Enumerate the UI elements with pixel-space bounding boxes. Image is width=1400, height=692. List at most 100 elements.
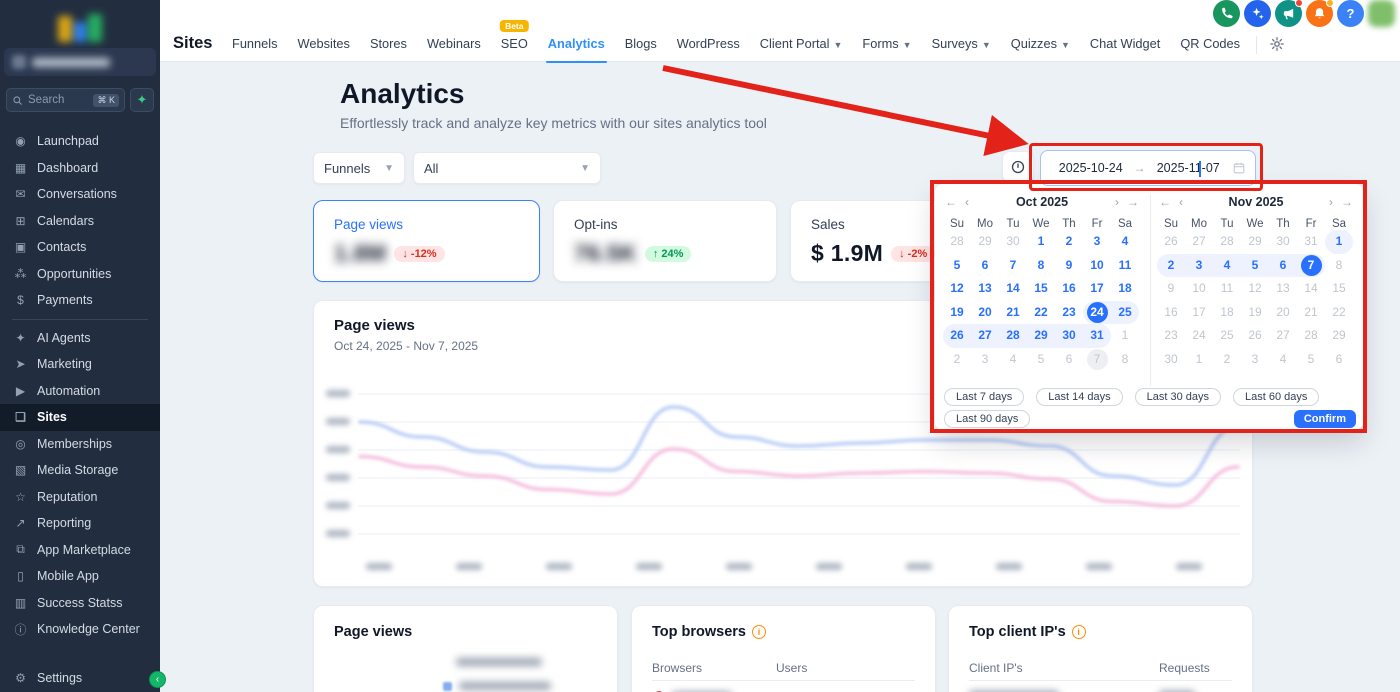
- sidebar-item-success-statss[interactable]: ▥ Success Statss: [0, 590, 160, 617]
- calendar-day[interactable]: 31: [1297, 230, 1325, 254]
- sidebar-item-knowledge-center[interactable]: ⓘ Knowledge Center: [0, 616, 160, 643]
- calendar-day[interactable]: 16: [1055, 277, 1083, 301]
- calendar-day[interactable]: 6: [1269, 253, 1297, 277]
- sidebar-item-settings[interactable]: ⚙ Settings: [0, 665, 160, 692]
- tab-websites[interactable]: Websites: [288, 28, 360, 65]
- quick-range-button[interactable]: Last 14 days: [1036, 388, 1123, 406]
- calendar-day[interactable]: 18: [1111, 277, 1139, 301]
- prev-month-arrow-icon[interactable]: ‹: [965, 195, 969, 209]
- sidebar-item-reputation[interactable]: ☆ Reputation: [0, 484, 160, 511]
- metric-card-page-views[interactable]: Page views 1.8M ↓ -12%: [313, 200, 540, 282]
- tab-webinars[interactable]: Webinars: [417, 28, 491, 65]
- quick-range-button[interactable]: Last 60 days: [1233, 388, 1320, 406]
- calendar-day[interactable]: 6: [971, 254, 999, 278]
- tab-funnels[interactable]: Funnels: [222, 28, 288, 65]
- tab-qr-codes[interactable]: QR Codes: [1170, 28, 1250, 65]
- megaphone-icon[interactable]: [1275, 0, 1303, 27]
- sidebar-item-conversations[interactable]: ✉ Conversations: [0, 181, 160, 208]
- calendar-day[interactable]: 14: [1297, 277, 1325, 301]
- help-icon[interactable]: ?: [1337, 0, 1364, 27]
- calendar-day[interactable]: 27: [971, 324, 999, 348]
- sidebar-collapse-toggle[interactable]: ‹: [149, 671, 166, 688]
- prev-month-arrow-icon[interactable]: ‹: [1179, 195, 1183, 209]
- sidebar-item-media-storage[interactable]: ▧ Media Storage: [0, 457, 160, 484]
- info-icon[interactable]: i: [1071, 625, 1086, 639]
- sidebar-item-memberships[interactable]: ◎ Memberships: [0, 431, 160, 458]
- calendar-day[interactable]: 2: [1157, 253, 1185, 277]
- quick-actions-button[interactable]: ✦: [130, 88, 154, 112]
- calendar-day[interactable]: 13: [971, 277, 999, 301]
- tab-seo[interactable]: Beta SEO: [491, 20, 538, 65]
- ai-sparkle-icon[interactable]: [1244, 0, 1271, 27]
- calendar-day[interactable]: 8: [1325, 254, 1353, 278]
- next-year-arrow-icon[interactable]: →: [1127, 195, 1139, 209]
- calendar-day[interactable]: 16: [1157, 301, 1185, 325]
- tab-blogs[interactable]: Blogs: [615, 28, 667, 65]
- calendar-day[interactable]: 22: [1325, 301, 1353, 325]
- sidebar-item-dashboard[interactable]: ▦ Dashboard: [0, 155, 160, 182]
- quick-range-button[interactable]: Last 90 days: [944, 410, 1031, 428]
- sidebar-item-marketing[interactable]: ➤ Marketing: [0, 351, 160, 378]
- prev-year-arrow-icon[interactable]: ←: [1159, 195, 1171, 209]
- calendar-day[interactable]: 24: [1185, 324, 1213, 348]
- calendar-day[interactable]: 4: [1111, 230, 1139, 254]
- calendar-day[interactable]: 28: [999, 324, 1027, 348]
- calendar-day[interactable]: 27: [1185, 230, 1213, 254]
- user-avatar[interactable]: [1368, 0, 1395, 27]
- calendar-day[interactable]: 29: [971, 230, 999, 254]
- calendar-day[interactable]: 12: [943, 277, 971, 301]
- calendar-day[interactable]: 5: [1241, 253, 1269, 277]
- sidebar-item-sites[interactable]: ❏ Sites: [0, 404, 160, 431]
- calendar-day[interactable]: 6: [1325, 348, 1353, 372]
- calendar-day[interactable]: 8: [1111, 348, 1139, 372]
- calendar-day[interactable]: 1: [1185, 348, 1213, 372]
- next-month-arrow-icon[interactable]: ›: [1329, 195, 1333, 209]
- calendar-day[interactable]: 2: [943, 348, 971, 372]
- calendar-day[interactable]: 26: [1157, 230, 1185, 254]
- calendar-day[interactable]: 7: [1297, 253, 1325, 277]
- tab-forms[interactable]: Forms ▼: [852, 28, 921, 65]
- calendar-day[interactable]: 10: [1083, 254, 1111, 278]
- calendar-day[interactable]: 3: [1083, 230, 1111, 254]
- tab-stores[interactable]: Stores: [360, 28, 417, 65]
- confirm-button[interactable]: Confirm: [1293, 410, 1356, 428]
- calendar-day[interactable]: 13: [1269, 277, 1297, 301]
- calendar-day[interactable]: 29: [1241, 230, 1269, 254]
- search-input[interactable]: Search ⌘ K: [6, 88, 125, 112]
- calendar-day[interactable]: 30: [1157, 348, 1185, 372]
- calendar-day[interactable]: 3: [971, 348, 999, 372]
- calendar-day[interactable]: 7: [1083, 348, 1111, 372]
- sidebar-item-app-marketplace[interactable]: ⧉ App Marketplace: [0, 537, 160, 564]
- settings-gear-icon[interactable]: [1263, 28, 1291, 65]
- next-year-arrow-icon[interactable]: →: [1341, 195, 1353, 209]
- calendar-day[interactable]: 5: [1027, 348, 1055, 372]
- sidebar-item-mobile-app[interactable]: ▯ Mobile App: [0, 563, 160, 590]
- sidebar-item-contacts[interactable]: ▣ Contacts: [0, 234, 160, 261]
- sidebar-item-launchpad[interactable]: ◉ Launchpad: [0, 128, 160, 155]
- calendar-day[interactable]: 10: [1185, 277, 1213, 301]
- quick-range-button[interactable]: Last 30 days: [1134, 388, 1222, 406]
- calendar-day[interactable]: 27: [1269, 324, 1297, 348]
- calendar-day[interactable]: 1: [1325, 230, 1353, 254]
- calendar-day[interactable]: 11: [1213, 277, 1241, 301]
- date-range-input[interactable]: 2025-10-24 → 2025-11-07: [1040, 150, 1256, 186]
- calendar-day[interactable]: 17: [1083, 277, 1111, 301]
- tab-wordpress[interactable]: WordPress: [667, 28, 750, 65]
- date-end-value[interactable]: 2025-11-07: [1156, 161, 1220, 175]
- calendar-day[interactable]: 9: [1055, 254, 1083, 278]
- calendar-day[interactable]: 26: [943, 324, 971, 348]
- calendar-day[interactable]: 11: [1111, 254, 1139, 278]
- metric-card-opt-ins[interactable]: Opt-ins 76.5K ↑ 24%: [553, 200, 777, 282]
- date-start-value[interactable]: 2025-10-24: [1058, 161, 1123, 175]
- calendar-day[interactable]: 12: [1241, 277, 1269, 301]
- phone-icon[interactable]: [1213, 0, 1240, 27]
- calendar-day[interactable]: 28: [1297, 324, 1325, 348]
- calendar-day[interactable]: 30: [999, 230, 1027, 254]
- calendar-day[interactable]: 15: [1027, 277, 1055, 301]
- calendar-day[interactable]: 23: [1157, 324, 1185, 348]
- calendar-day[interactable]: 25: [1213, 324, 1241, 348]
- sidebar-item-automation[interactable]: ▶ Automation: [0, 378, 160, 405]
- calendar-day[interactable]: 20: [971, 301, 999, 325]
- calendar-day[interactable]: 29: [1027, 324, 1055, 348]
- calendar-day[interactable]: 30: [1269, 230, 1297, 254]
